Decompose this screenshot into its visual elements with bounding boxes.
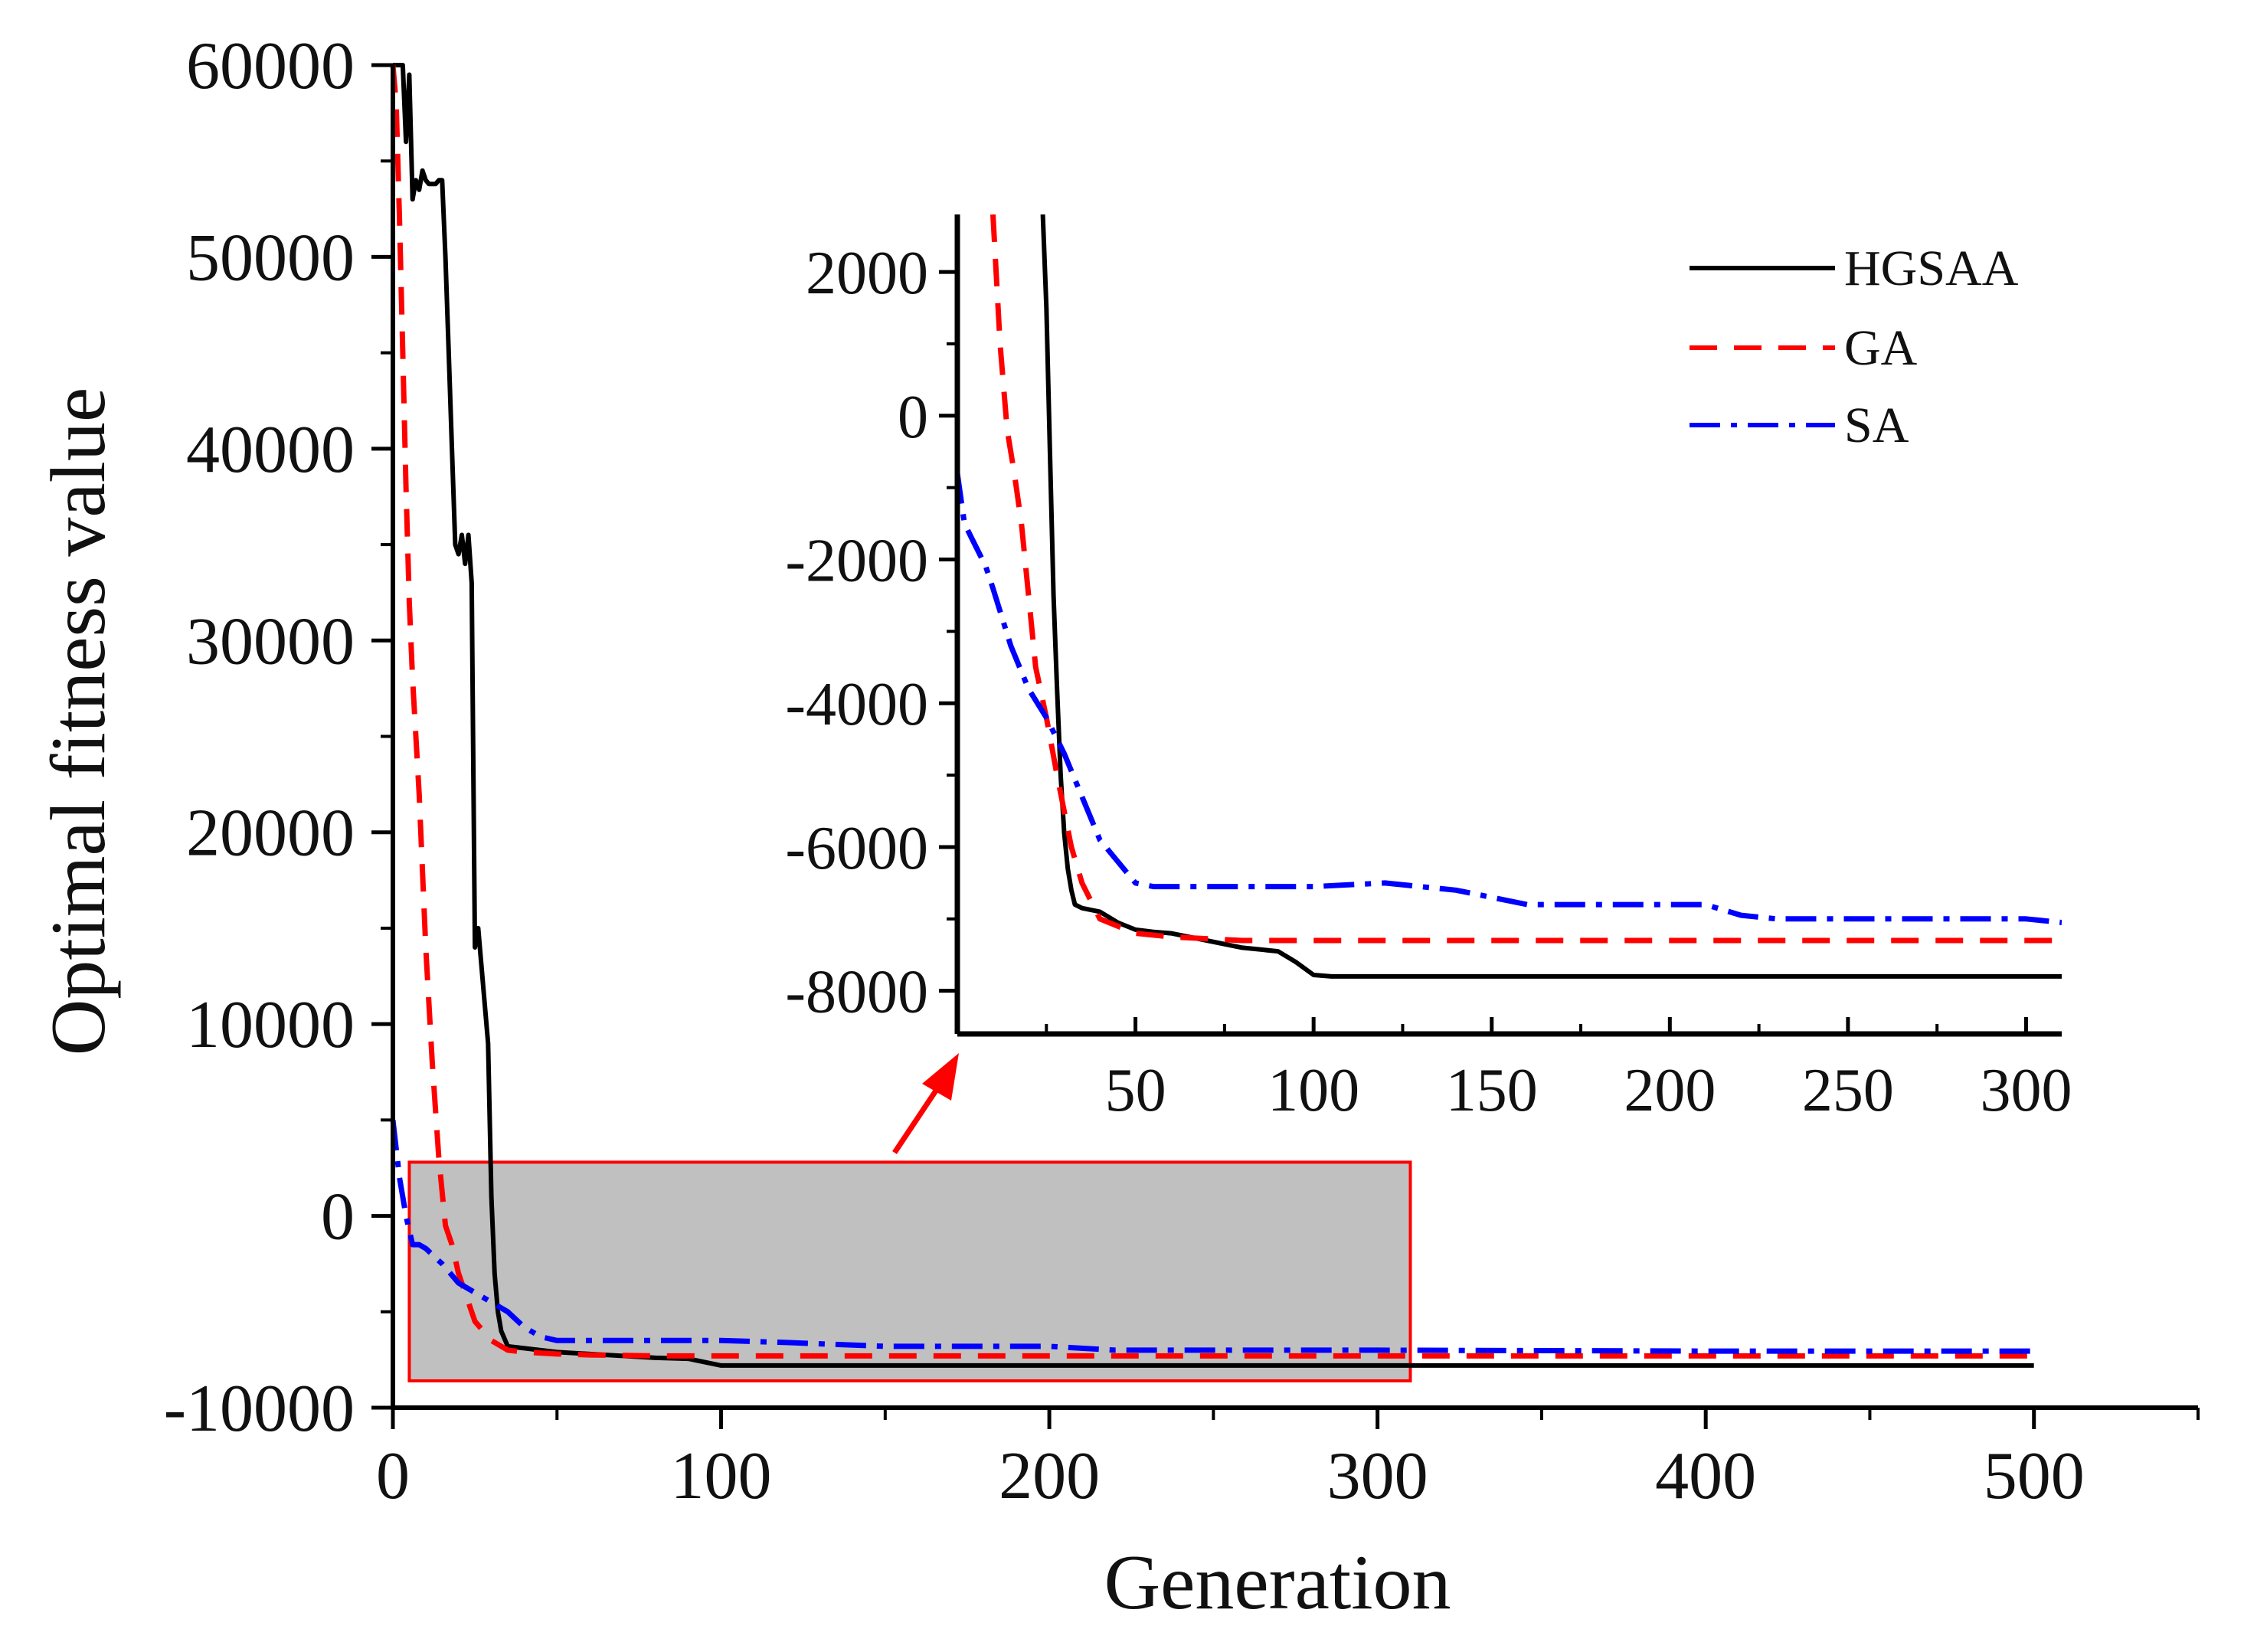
x-axis-title: Generation xyxy=(1104,1539,1451,1626)
inset-y-tick-label: -8000 xyxy=(785,959,928,1026)
inset-x-tick-label: 200 xyxy=(1624,1057,1716,1124)
x-tick-label: 500 xyxy=(1984,1439,2085,1513)
inset-y-tick-label: -2000 xyxy=(785,528,928,595)
inset-series-group xyxy=(957,214,2062,979)
legend: HGSAA GA SA xyxy=(1690,240,2019,453)
x-tick-label: 300 xyxy=(1327,1439,1428,1513)
y-axis-title: Optimal fitness value xyxy=(35,388,122,1055)
legend-label-ga: GA xyxy=(1844,320,1918,376)
inset-x-tick-label: 100 xyxy=(1268,1057,1359,1124)
inset-x-tick-label: 250 xyxy=(1802,1057,1894,1124)
x-tick-label: 400 xyxy=(1655,1439,1756,1513)
inset-y-tick-label: 2000 xyxy=(806,240,928,307)
series-line-ga-inset xyxy=(990,214,2062,944)
inset-x-tick-label: 50 xyxy=(1105,1057,1166,1124)
y-tick-label: 60000 xyxy=(186,29,355,103)
inset-y-tick-label: 0 xyxy=(898,384,928,451)
inset-y-tick-label: -6000 xyxy=(785,815,928,882)
series-line-sa xyxy=(390,1120,2034,1354)
zoom-arrow xyxy=(892,1053,959,1154)
main-series-group xyxy=(390,63,2034,1368)
series-line-sa-inset xyxy=(957,473,2062,925)
arrow-head xyxy=(922,1053,959,1101)
main-axes: 0 100 200 300 400 500-10000010000200003000040… xyxy=(164,29,2200,1513)
inset-x-tick-label: 300 xyxy=(1980,1057,2072,1124)
x-tick-label: 200 xyxy=(999,1439,1100,1513)
inset-y-tick-label: -4000 xyxy=(785,671,928,738)
x-tick-label: 0 xyxy=(376,1439,410,1513)
legend-label-sa: SA xyxy=(1844,397,1909,453)
y-tick-label: 30000 xyxy=(186,604,355,679)
inset-axes: 50 100 150 200 250 300 -8000 -6000 -4000 -2000 0 20… xyxy=(785,214,2072,1124)
inset-x-tick-label: 150 xyxy=(1446,1057,1538,1124)
y-tick-label: 40000 xyxy=(186,413,355,487)
y-tick-label: 10000 xyxy=(186,988,355,1062)
y-tick-label: -10000 xyxy=(164,1372,355,1446)
y-tick-label: 20000 xyxy=(186,797,355,871)
y-tick-label: 50000 xyxy=(186,221,355,295)
x-tick-label: 100 xyxy=(671,1439,772,1513)
legend-item-sa: SA xyxy=(1690,397,1909,453)
series-line-hgsaa-inset xyxy=(1040,214,2062,979)
legend-item-hgsaa: HGSAA xyxy=(1690,240,2019,296)
legend-item-ga: GA xyxy=(1690,320,1918,376)
legend-label-hgsaa: HGSAA xyxy=(1844,240,2019,296)
inset-chart: 50 100 150 200 250 300 -8000 -6000 -4000 -2000 0 20… xyxy=(785,214,2072,1124)
main-chart: 0 100 200 300 400 500-10000010000200003000040… xyxy=(35,29,2200,1626)
y-tick-label: 0 xyxy=(321,1180,355,1255)
